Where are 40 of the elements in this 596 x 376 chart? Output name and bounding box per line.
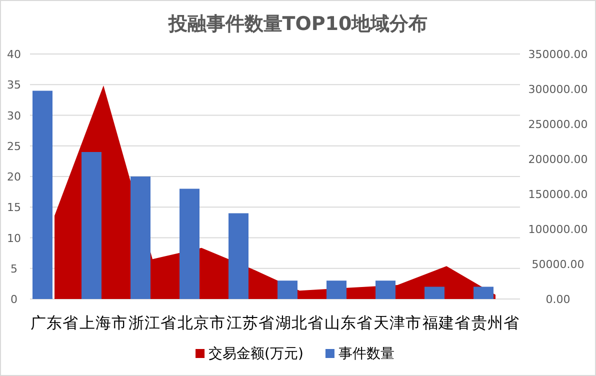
- y-tick-label: 15: [7, 201, 21, 214]
- x-tick-label: 北京市: [178, 314, 226, 332]
- legend-label: 事件数量: [338, 346, 394, 362]
- chart-title: 投融事件数量TOP10地域分布: [167, 13, 428, 35]
- bar: [180, 188, 200, 299]
- y2-tick-label: 250000.00: [528, 118, 588, 131]
- x-tick-label: 浙江省: [128, 314, 176, 332]
- bar: [82, 152, 102, 299]
- y-tick-label: 35: [7, 78, 21, 92]
- x-tick-label: 上海市: [80, 314, 128, 332]
- y-tick-label: 20: [7, 170, 21, 184]
- x-tick-label: 湖北省: [276, 314, 324, 332]
- y-tick-label: 40: [7, 48, 21, 61]
- y2-tick-label: 350000.00: [528, 48, 588, 61]
- y2-tick-label: 200000.00: [528, 153, 588, 166]
- y2-tick-label: 100000.00: [528, 223, 588, 236]
- x-tick-label: 山东省: [324, 314, 372, 332]
- y-tick-label: 0: [10, 293, 18, 306]
- y-tick-label: 30: [7, 109, 21, 122]
- y2-tick-label: 50000.00: [532, 258, 584, 271]
- x-tick-label: 贵州省: [472, 314, 520, 332]
- bar: [228, 213, 248, 299]
- x-tick-label: 广东省: [30, 314, 78, 332]
- x-tick-label: 天津市: [374, 314, 422, 332]
- y-tick-label: 25: [7, 140, 21, 153]
- bar: [474, 286, 494, 299]
- bar: [424, 286, 444, 299]
- y-tick-label: 10: [7, 232, 21, 245]
- bar: [278, 280, 298, 299]
- y2-tick-label: 150000.00: [528, 188, 588, 201]
- bar: [326, 280, 346, 299]
- legend-label: 交易金额(万元): [208, 346, 304, 362]
- bar: [130, 176, 150, 299]
- y-tick-label: 5: [10, 262, 18, 276]
- bar: [376, 280, 396, 299]
- y2-tick-label: 0.00: [546, 293, 570, 306]
- bar: [32, 90, 52, 299]
- x-tick-label: 福建省: [422, 314, 470, 332]
- x-tick-label: 江苏省: [226, 314, 274, 332]
- y2-tick-label: 300000.00: [528, 83, 588, 96]
